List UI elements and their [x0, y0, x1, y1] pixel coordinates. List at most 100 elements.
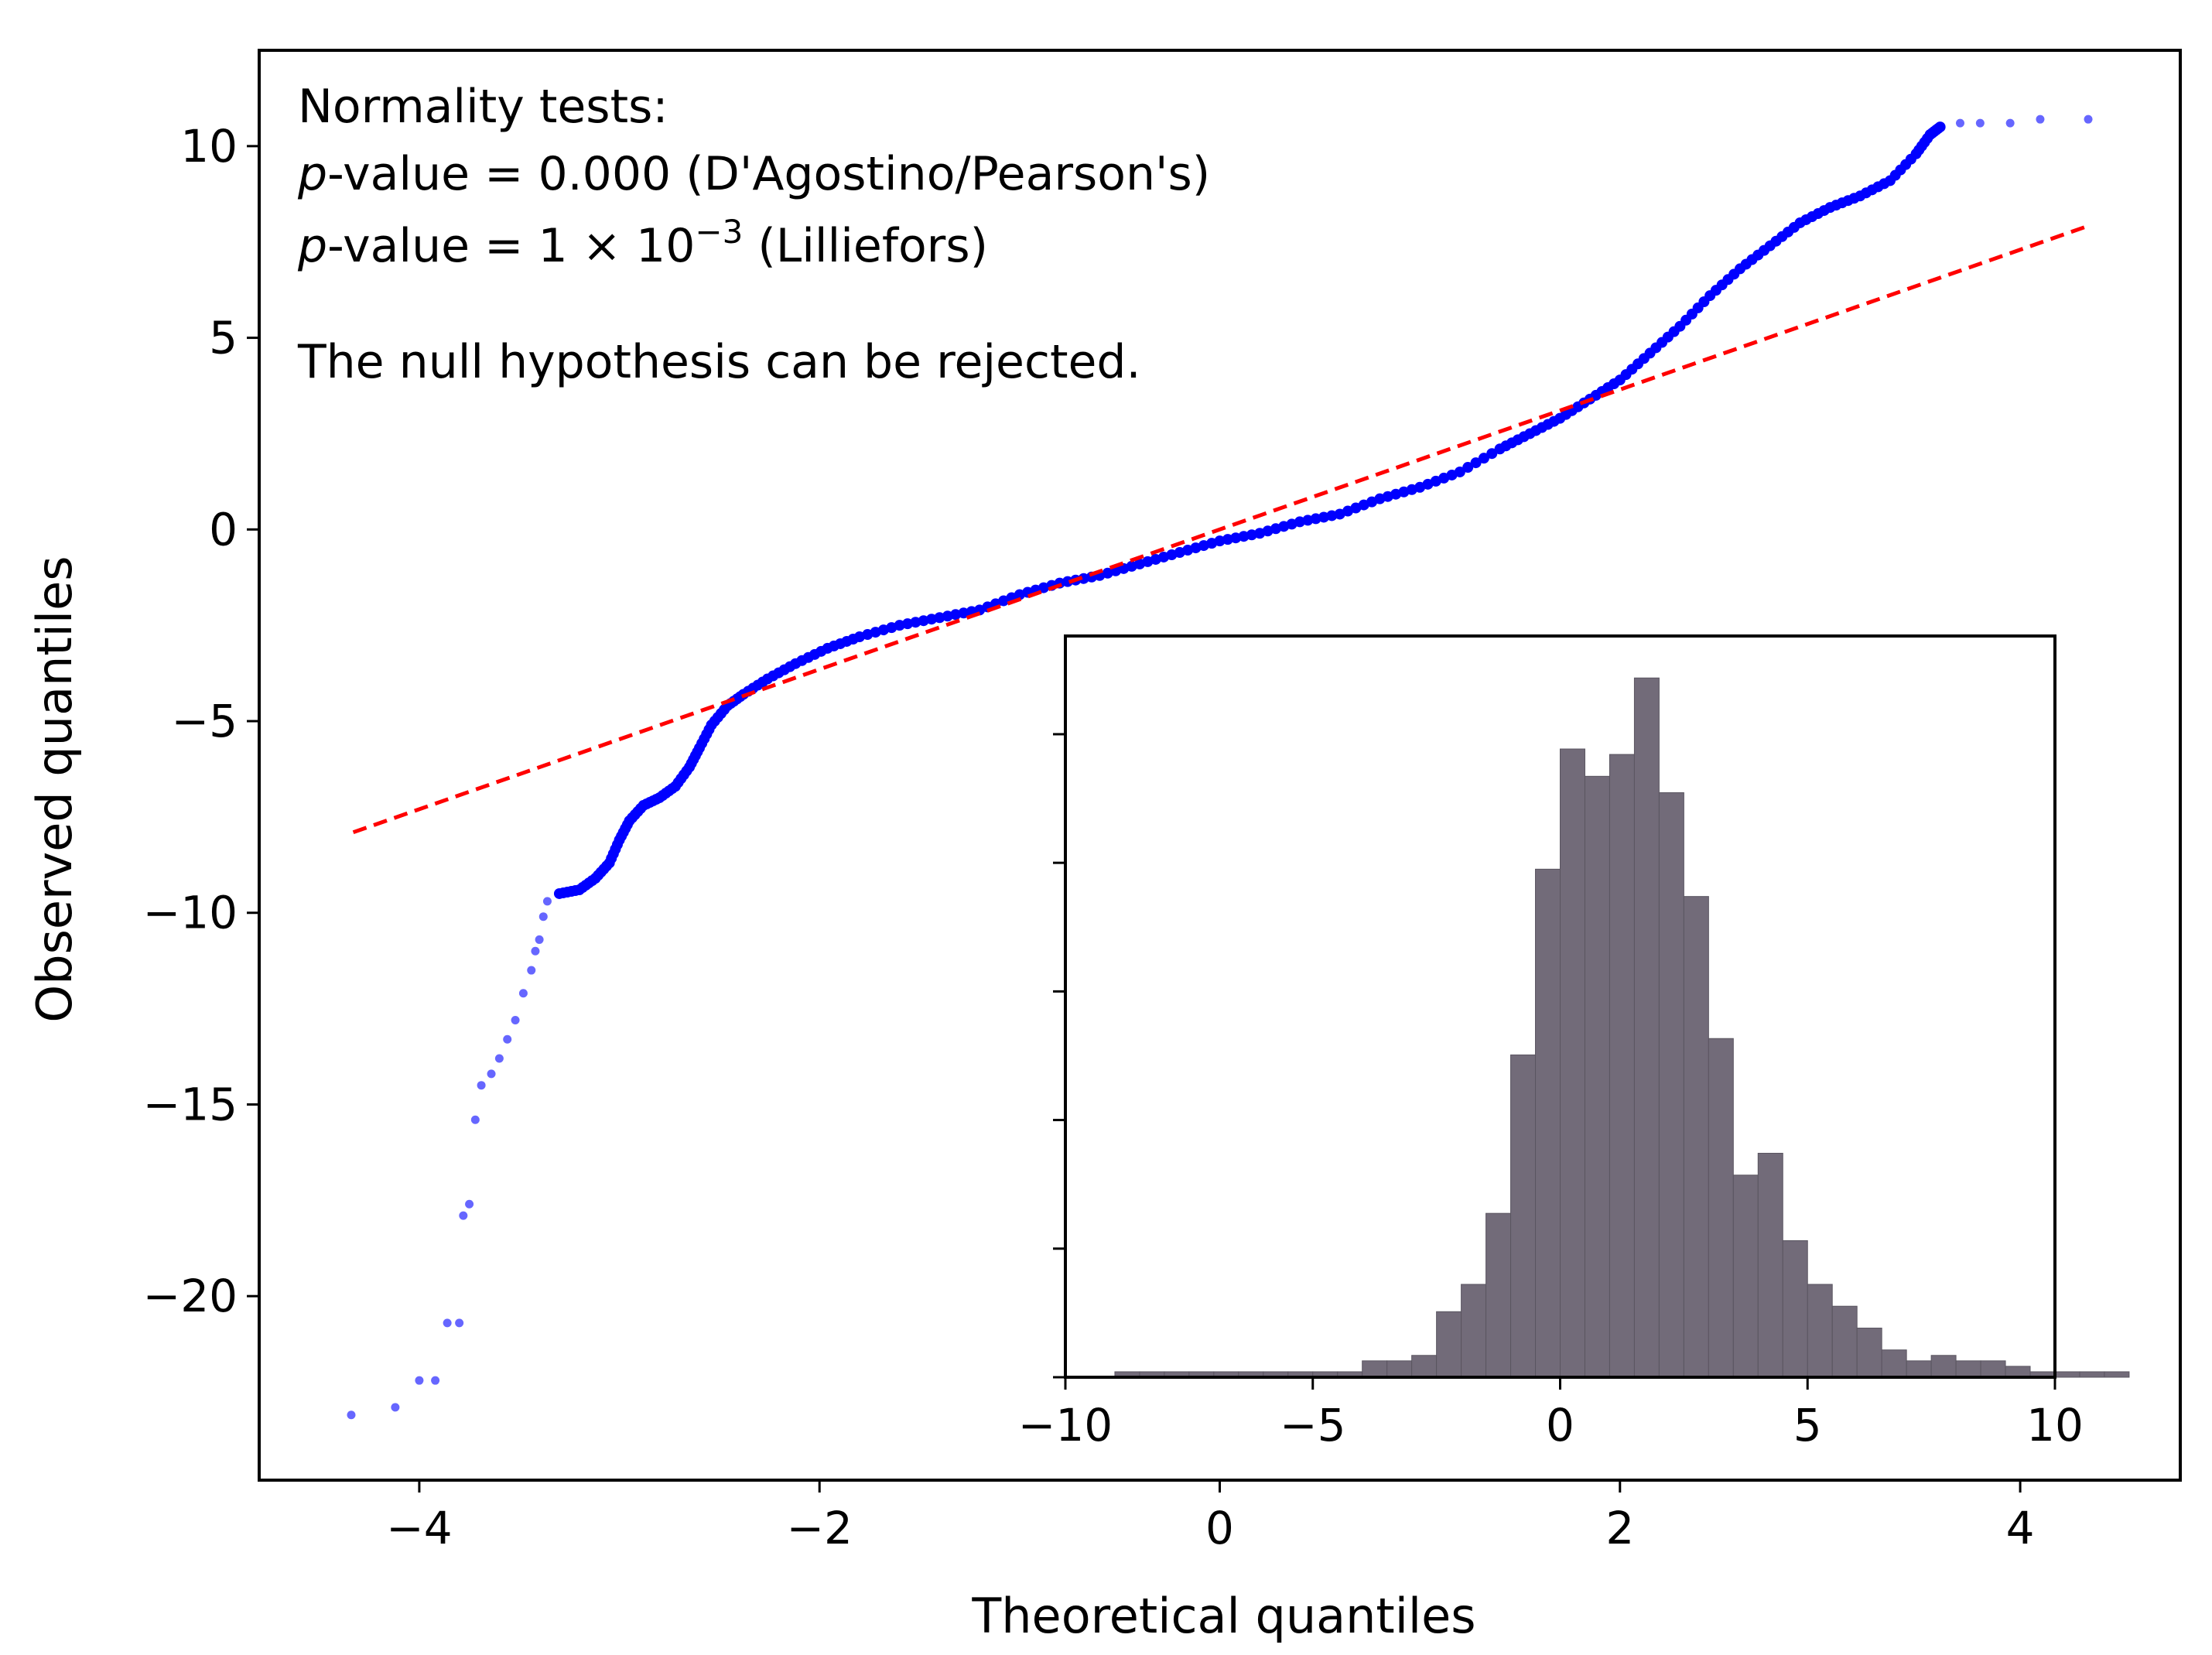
qq-point	[1454, 466, 1465, 477]
inset-x-axis: −10 −5 0 5 10	[1018, 1377, 2084, 1452]
inset-x-tick-label: −10	[1018, 1399, 1113, 1452]
qq-point	[511, 1015, 520, 1024]
histogram-bar	[1560, 748, 1585, 1378]
histogram-bar	[1782, 1240, 1808, 1378]
y-tick-label: −20	[143, 1270, 238, 1322]
qq-point	[1214, 535, 1226, 547]
qq-point	[1486, 448, 1498, 460]
inset-x-tick-label: −5	[1280, 1399, 1346, 1452]
histogram-bar	[1831, 1305, 1858, 1378]
qq-point	[535, 935, 544, 944]
dagostino-text: -value = 0.000 (D'Agostino/Pearson's)	[327, 147, 1210, 201]
histogram-bar	[1930, 1355, 1957, 1378]
qq-point	[1238, 531, 1250, 542]
histogram-bar	[1485, 1212, 1512, 1378]
qq-point	[1462, 462, 1474, 474]
qq-point	[1470, 457, 1482, 469]
histogram-bar	[1906, 1360, 1932, 1378]
inset-histogram: −10 −5 0 5 10	[1018, 634, 2130, 1452]
qq-point	[455, 1318, 464, 1328]
histogram-bar	[1658, 792, 1684, 1378]
qq-point	[910, 617, 921, 628]
qq-point	[538, 912, 548, 922]
qq-point	[1310, 513, 1321, 525]
dagostino-pvalue: p-value = 0.000 (D'Agostino/Pearson's)	[297, 147, 1210, 201]
inset-x-tick-label: 10	[2026, 1399, 2084, 1452]
normality-tests-annotation: Normality tests: p-value = 0.000 (D'Agos…	[297, 80, 1210, 389]
inset-y-axis	[1053, 733, 1065, 1379]
histogram-bar	[1881, 1349, 1907, 1378]
qq-point	[415, 1376, 424, 1385]
x-tick-label: 4	[2006, 1502, 2035, 1554]
lilliefors-text: -value = 1 × 10	[327, 219, 695, 273]
x-tick-label: 2	[1605, 1502, 1634, 1554]
histogram-bar	[2054, 1371, 2080, 1378]
reference-line	[352, 224, 2087, 835]
qq-point	[347, 1411, 356, 1420]
qq-point	[1302, 515, 1314, 526]
histogram-bar	[2005, 1366, 2031, 1378]
qq-point	[1078, 573, 1089, 584]
x-tick-label: −4	[386, 1502, 453, 1554]
qq-point	[1934, 121, 1946, 133]
qq-point	[465, 1199, 474, 1209]
qq-point	[1062, 576, 1073, 587]
y-tick-label: 5	[209, 312, 238, 364]
qq-point	[2084, 115, 2093, 124]
qq-point	[431, 1376, 440, 1385]
qq-point	[902, 618, 914, 630]
tests-title: Normality tests:	[298, 80, 668, 134]
histogram-bar	[1633, 677, 1660, 1378]
qq-point	[527, 966, 536, 975]
qq-y-axis: 10 5 0 −5 −10 −15 −20	[143, 120, 259, 1322]
qq-point	[1975, 118, 1985, 128]
x-axis-label: Theoretical quantiles	[971, 1588, 1475, 1644]
y-tick-label: −10	[143, 887, 238, 939]
qq-point	[1326, 510, 1338, 521]
histogram-bar	[1708, 1038, 1734, 1378]
qq-point	[1246, 529, 1257, 541]
qq-plot-area: −4 −2 0 2 4 10 5 0 −5 −10 −15 −20	[143, 49, 2182, 1554]
y-tick-label: 10	[180, 120, 238, 173]
qq-point	[1955, 118, 1964, 128]
qq-x-axis: −4 −2 0 2 4	[386, 1480, 2035, 1554]
y-tick-label: 0	[209, 503, 238, 556]
x-tick-label: 0	[1205, 1502, 1234, 1554]
qq-point	[531, 946, 540, 956]
qq-point	[1222, 534, 1233, 545]
p-symbol: p	[297, 147, 327, 201]
histogram-bar	[1535, 868, 1561, 1378]
qq-point	[2005, 118, 2015, 128]
y-tick-label: −5	[172, 695, 238, 747]
qq-point	[950, 609, 962, 621]
histogram-bar	[1510, 1054, 1537, 1378]
qq-point	[958, 607, 969, 619]
qq-point	[918, 615, 929, 627]
qq-point	[942, 610, 953, 622]
qq-point	[391, 1403, 400, 1412]
histogram-bar	[2079, 1371, 2105, 1378]
y-axis-label: Observed quantiles	[26, 556, 83, 1022]
lilliefors-exponent: −3	[695, 213, 743, 251]
qq-point	[494, 1054, 504, 1063]
qq-point	[443, 1318, 452, 1328]
qq-point	[1318, 511, 1329, 523]
histogram-bar	[1362, 1360, 1388, 1378]
qq-point	[926, 614, 938, 625]
qq-point	[542, 897, 552, 906]
lilliefors-tail: (Lilliefors)	[743, 219, 988, 273]
qq-point	[470, 1115, 480, 1124]
y-tick-label: −15	[143, 1078, 238, 1130]
histogram-bar	[1757, 1153, 1783, 1378]
histogram-bar	[1436, 1311, 1462, 1378]
histogram-bar	[1980, 1360, 2006, 1378]
histogram-bar	[1856, 1327, 1882, 1378]
qq-point	[1294, 516, 1305, 528]
qq-point	[1230, 532, 1242, 544]
inset-x-tick-label: 0	[1546, 1399, 1574, 1452]
lilliefors-pvalue: p-value = 1 × 10−3 (Lilliefors)	[297, 213, 988, 273]
p-symbol: p	[297, 219, 327, 273]
histogram-bar	[1955, 1360, 1981, 1378]
histogram-bar	[1732, 1175, 1759, 1378]
